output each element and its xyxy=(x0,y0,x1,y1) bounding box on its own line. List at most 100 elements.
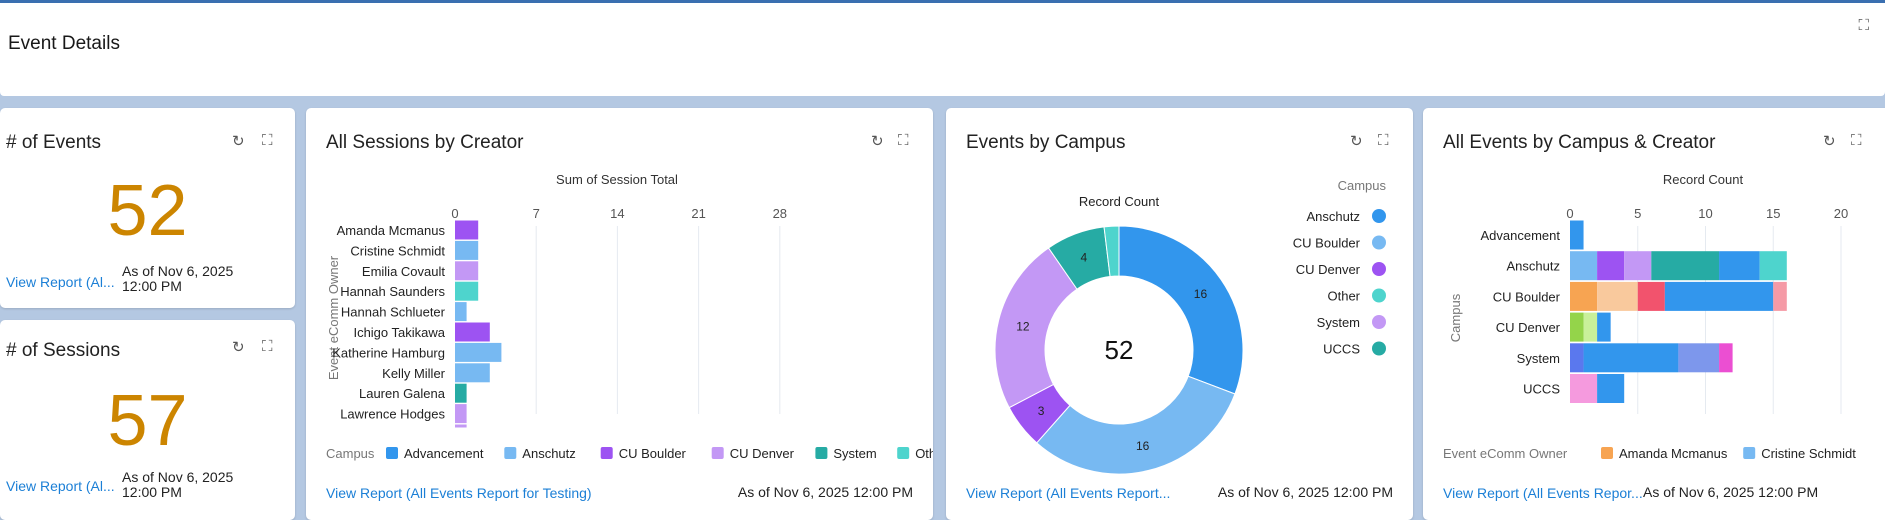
bar-segment xyxy=(1597,281,1638,311)
expand-icon[interactable]: ⛶ xyxy=(262,132,273,149)
legend-title: Campus xyxy=(1338,178,1387,193)
x-tick-label: 14 xyxy=(610,206,624,221)
bar-segment xyxy=(1678,343,1720,373)
legend-label: Anschutz xyxy=(522,446,575,461)
page-header: Event Details ⛶ xyxy=(0,3,1885,96)
refresh-icon[interactable]: ↻ xyxy=(232,133,245,150)
bar xyxy=(455,261,479,281)
bar xyxy=(455,363,490,383)
bar xyxy=(455,240,479,260)
legend-label: System xyxy=(1317,315,1360,330)
x-tick-label: 20 xyxy=(1834,206,1848,221)
view-report-link[interactable]: View Report (All Events Repor... xyxy=(1443,485,1643,501)
legend-swatch xyxy=(815,447,828,459)
y-tick-label: System xyxy=(1517,351,1560,366)
legend-label: Anschutz xyxy=(1307,209,1360,224)
expand-icon[interactable]: ⛶ xyxy=(898,132,909,149)
legend-swatch xyxy=(1372,209,1386,223)
bar-segment xyxy=(1570,281,1598,311)
legend-label: Advancement xyxy=(404,446,484,461)
refresh-icon[interactable]: ↻ xyxy=(232,339,245,356)
as-of-timestamp: As of Nov 6, 2025 12:00 PM xyxy=(122,263,234,294)
x-tick-label: 21 xyxy=(691,206,705,221)
legend-label: CU Boulder xyxy=(1293,236,1361,251)
events-count-card: # of Events ↻ ⛶ 52 View Report (Al... As… xyxy=(0,108,295,308)
x-tick-label: 0 xyxy=(1566,206,1573,221)
sessions-bar-chart: Sum of Session Total 0 7 14 21 28 Event eComm … xyxy=(326,172,933,461)
y-tick-label: CU Boulder xyxy=(1493,289,1561,304)
y-tick-label: Hannah Schlueter xyxy=(341,305,446,320)
bar-partial xyxy=(455,424,467,428)
legend-label: Other xyxy=(915,446,933,461)
as-of-timestamp: As of Nov 6, 2025 12:00 PM xyxy=(122,469,234,500)
card-title: All Sessions by Creator xyxy=(326,132,524,153)
legend-swatch xyxy=(711,447,724,459)
slice-label: 3 xyxy=(1038,404,1045,418)
x-axis-title: Sum of Session Total xyxy=(556,172,678,187)
legend-swatch xyxy=(386,447,398,459)
refresh-icon[interactable]: ↻ xyxy=(1823,133,1836,150)
events-by-campus-creator-card: All Events by Campus & Creator ↻ ⛶ Recor… xyxy=(1423,108,1885,520)
legend-swatch xyxy=(1601,447,1613,459)
top-border xyxy=(0,0,1885,3)
legend-swatch xyxy=(1372,235,1386,250)
page-title: Event Details xyxy=(8,33,120,54)
expand-icon[interactable]: ⛶ xyxy=(262,338,273,355)
x-axis-title: Record Count xyxy=(1663,172,1744,187)
x-tick-label: 10 xyxy=(1698,206,1712,221)
donut-slice xyxy=(1036,375,1236,475)
legend-label: CU Denver xyxy=(730,446,795,461)
stacked-bar-chart: Record Count 0 5 10 15 20 Campus Advancement Ans… xyxy=(1443,172,1856,461)
chart-title: Record Count xyxy=(1079,194,1160,209)
x-tick-label: 5 xyxy=(1634,206,1641,221)
bar xyxy=(455,322,490,342)
metric-value: 52 xyxy=(107,171,188,251)
y-tick-label: Lawrence Hodges xyxy=(340,407,445,422)
legend-label: UCCS xyxy=(1323,342,1360,357)
bar xyxy=(455,342,502,362)
legend-title: Campus xyxy=(326,446,375,461)
bar-segment xyxy=(1570,251,1598,281)
sessions-count-card: # of Sessions ↻ ⛶ 57 View Report (Al... … xyxy=(0,320,295,520)
expand-icon[interactable]: ⛶ xyxy=(1851,132,1862,149)
bar-segment xyxy=(1637,281,1665,311)
view-report-link[interactable]: View Report (Al... xyxy=(6,478,115,494)
y-tick-label: Cristine Schmidt xyxy=(350,243,445,258)
bar xyxy=(455,281,479,301)
bar xyxy=(455,383,467,403)
view-report-link[interactable]: View Report (All Events Report... xyxy=(966,485,1171,501)
card-title: # of Events xyxy=(6,132,102,153)
expand-icon[interactable]: ⛶ xyxy=(1378,132,1389,149)
bar-segment xyxy=(1624,251,1652,281)
slice-label: 16 xyxy=(1194,287,1208,301)
as-of-timestamp: As of Nov 6, 2025 12:00 PM xyxy=(737,484,913,500)
y-axis-title: Campus xyxy=(1448,293,1463,342)
y-tick-label: Anschutz xyxy=(1507,259,1560,274)
legend-label: CU Denver xyxy=(1296,262,1361,277)
expand-icon[interactable]: ⛶ xyxy=(1858,17,1869,34)
donut-slice xyxy=(1103,225,1120,278)
bar-segment xyxy=(1597,251,1625,281)
legend-label: System xyxy=(833,446,876,461)
view-report-link[interactable]: View Report (Al... xyxy=(6,274,115,290)
bar-segment xyxy=(1570,220,1584,250)
events-by-campus-card: Events by Campus ↻ ⛶ Record Count 16 16 3 12… xyxy=(946,108,1413,520)
bar-segment xyxy=(1773,281,1787,311)
x-tick-label: 15 xyxy=(1766,206,1780,221)
legend-title: Event eComm Owner xyxy=(1443,446,1568,461)
legend-swatch xyxy=(1372,341,1386,356)
bar-segment xyxy=(1651,251,1720,281)
legend-label: Other xyxy=(1327,289,1360,304)
refresh-icon[interactable]: ↻ xyxy=(871,133,884,150)
legend-label: Cristine Schmidt xyxy=(1761,446,1856,461)
view-report-link[interactable]: View Report (All Events Report for Testi… xyxy=(326,485,592,501)
legend-swatch xyxy=(600,447,613,459)
refresh-icon[interactable]: ↻ xyxy=(1350,133,1363,150)
bar xyxy=(455,220,479,240)
bar-segment xyxy=(1664,281,1774,311)
bar-segment xyxy=(1583,312,1598,342)
sessions-by-creator-card: All Sessions by Creator ↻ ⛶ Sum of Sessi… xyxy=(306,108,933,520)
bar-segment xyxy=(1570,343,1584,373)
y-axis-title: Event eComm Owner xyxy=(326,255,341,380)
y-tick-label: Kelly Miller xyxy=(382,366,446,381)
